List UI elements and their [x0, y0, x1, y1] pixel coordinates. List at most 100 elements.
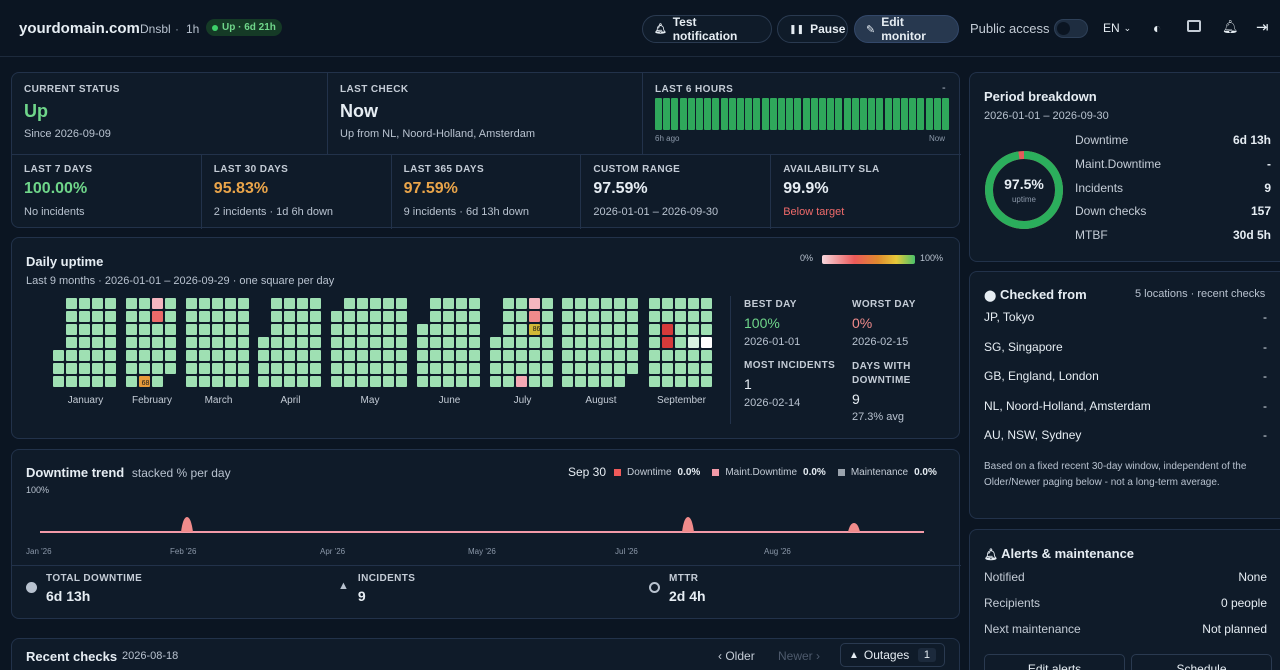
day-cell[interactable]	[92, 350, 103, 361]
day-cell[interactable]	[126, 376, 137, 387]
day-cell[interactable]	[456, 311, 467, 322]
day-cell[interactable]	[614, 298, 625, 309]
day-cell[interactable]	[469, 324, 480, 335]
day-cell[interactable]	[383, 324, 394, 335]
day-cell[interactable]	[284, 298, 295, 309]
day-cell[interactable]	[701, 298, 712, 309]
day-cell[interactable]	[310, 311, 321, 322]
day-cell[interactable]	[105, 376, 116, 387]
day-cell[interactable]	[238, 350, 249, 361]
day-cell[interactable]	[139, 311, 150, 322]
day-cell[interactable]	[297, 337, 308, 348]
day-cell[interactable]	[66, 350, 77, 361]
day-cell[interactable]	[614, 311, 625, 322]
day-cell[interactable]	[79, 298, 90, 309]
day-cell[interactable]	[297, 376, 308, 387]
day-cell[interactable]	[542, 311, 553, 322]
day-cell[interactable]	[575, 350, 586, 361]
day-cell[interactable]	[165, 363, 176, 374]
day-cell[interactable]	[186, 311, 197, 322]
day-cell[interactable]	[225, 363, 236, 374]
day-cell[interactable]	[225, 298, 236, 309]
day-cell[interactable]	[199, 324, 210, 335]
day-cell[interactable]	[212, 324, 223, 335]
day-cell[interactable]	[430, 363, 441, 374]
day-cell[interactable]	[688, 376, 699, 387]
day-cell[interactable]	[430, 337, 441, 348]
day-cell[interactable]	[357, 337, 368, 348]
day-cell[interactable]	[370, 298, 381, 309]
day-cell[interactable]	[186, 324, 197, 335]
day-cell[interactable]	[503, 376, 514, 387]
day-cell[interactable]	[627, 337, 638, 348]
day-cell[interactable]	[396, 363, 407, 374]
day-cell[interactable]	[601, 298, 612, 309]
day-cell[interactable]	[92, 337, 103, 348]
day-cell[interactable]	[456, 324, 467, 335]
day-cell[interactable]	[490, 376, 501, 387]
day-cell[interactable]	[139, 350, 150, 361]
day-cell[interactable]	[649, 311, 660, 322]
day-cell[interactable]	[139, 337, 150, 348]
language-select[interactable]: EN ⌄	[1103, 21, 1131, 35]
day-cell[interactable]	[396, 337, 407, 348]
day-cell[interactable]	[284, 337, 295, 348]
day-cell[interactable]	[529, 311, 540, 322]
edit-monitor-button[interactable]: ✎ Edit monitor	[854, 15, 959, 43]
day-cell[interactable]	[344, 337, 355, 348]
day-cell[interactable]	[105, 363, 116, 374]
day-cell[interactable]	[139, 376, 150, 387]
day-cell[interactable]	[701, 350, 712, 361]
day-cell[interactable]	[701, 376, 712, 387]
day-cell[interactable]	[529, 376, 540, 387]
day-cell[interactable]	[701, 311, 712, 322]
day-cell[interactable]	[79, 337, 90, 348]
day-cell[interactable]	[649, 298, 660, 309]
day-cell[interactable]	[430, 350, 441, 361]
day-cell[interactable]	[601, 311, 612, 322]
day-cell[interactable]	[258, 350, 269, 361]
day-cell[interactable]	[562, 324, 573, 335]
day-cell[interactable]	[430, 324, 441, 335]
day-cell[interactable]	[310, 298, 321, 309]
day-cell[interactable]	[139, 363, 150, 374]
day-cell[interactable]	[456, 350, 467, 361]
day-cell[interactable]	[152, 363, 163, 374]
day-cell[interactable]	[53, 350, 64, 361]
day-cell[interactable]	[331, 363, 342, 374]
day-cell[interactable]	[443, 298, 454, 309]
day-cell[interactable]	[430, 298, 441, 309]
day-cell[interactable]	[199, 298, 210, 309]
day-cell[interactable]	[542, 298, 553, 309]
day-cell[interactable]	[443, 311, 454, 322]
day-cell[interactable]	[601, 337, 612, 348]
day-cell[interactable]	[126, 311, 137, 322]
day-cell[interactable]	[688, 337, 699, 348]
day-cell[interactable]	[627, 298, 638, 309]
day-cell[interactable]	[344, 324, 355, 335]
day-cell[interactable]	[601, 350, 612, 361]
day-cell[interactable]	[139, 324, 150, 335]
day-cell[interactable]	[588, 324, 599, 335]
day-cell[interactable]	[490, 363, 501, 374]
day-cell[interactable]	[225, 311, 236, 322]
day-cell[interactable]	[417, 350, 428, 361]
day-cell[interactable]	[66, 363, 77, 374]
day-cell[interactable]	[79, 363, 90, 374]
day-cell[interactable]	[225, 350, 236, 361]
day-cell[interactable]	[310, 337, 321, 348]
day-cell[interactable]	[152, 376, 163, 387]
day-cell[interactable]	[297, 298, 308, 309]
day-cell[interactable]	[516, 376, 527, 387]
day-cell[interactable]	[490, 350, 501, 361]
day-cell[interactable]	[575, 363, 586, 374]
day-cell[interactable]	[383, 311, 394, 322]
day-cell[interactable]	[529, 363, 540, 374]
day-cell[interactable]	[675, 298, 686, 309]
day-cell[interactable]	[186, 363, 197, 374]
logout-icon[interactable]: ⇥	[1256, 19, 1269, 36]
day-cell[interactable]	[627, 311, 638, 322]
day-cell[interactable]	[126, 324, 137, 335]
day-cell[interactable]	[614, 324, 625, 335]
day-cell[interactable]	[649, 350, 660, 361]
